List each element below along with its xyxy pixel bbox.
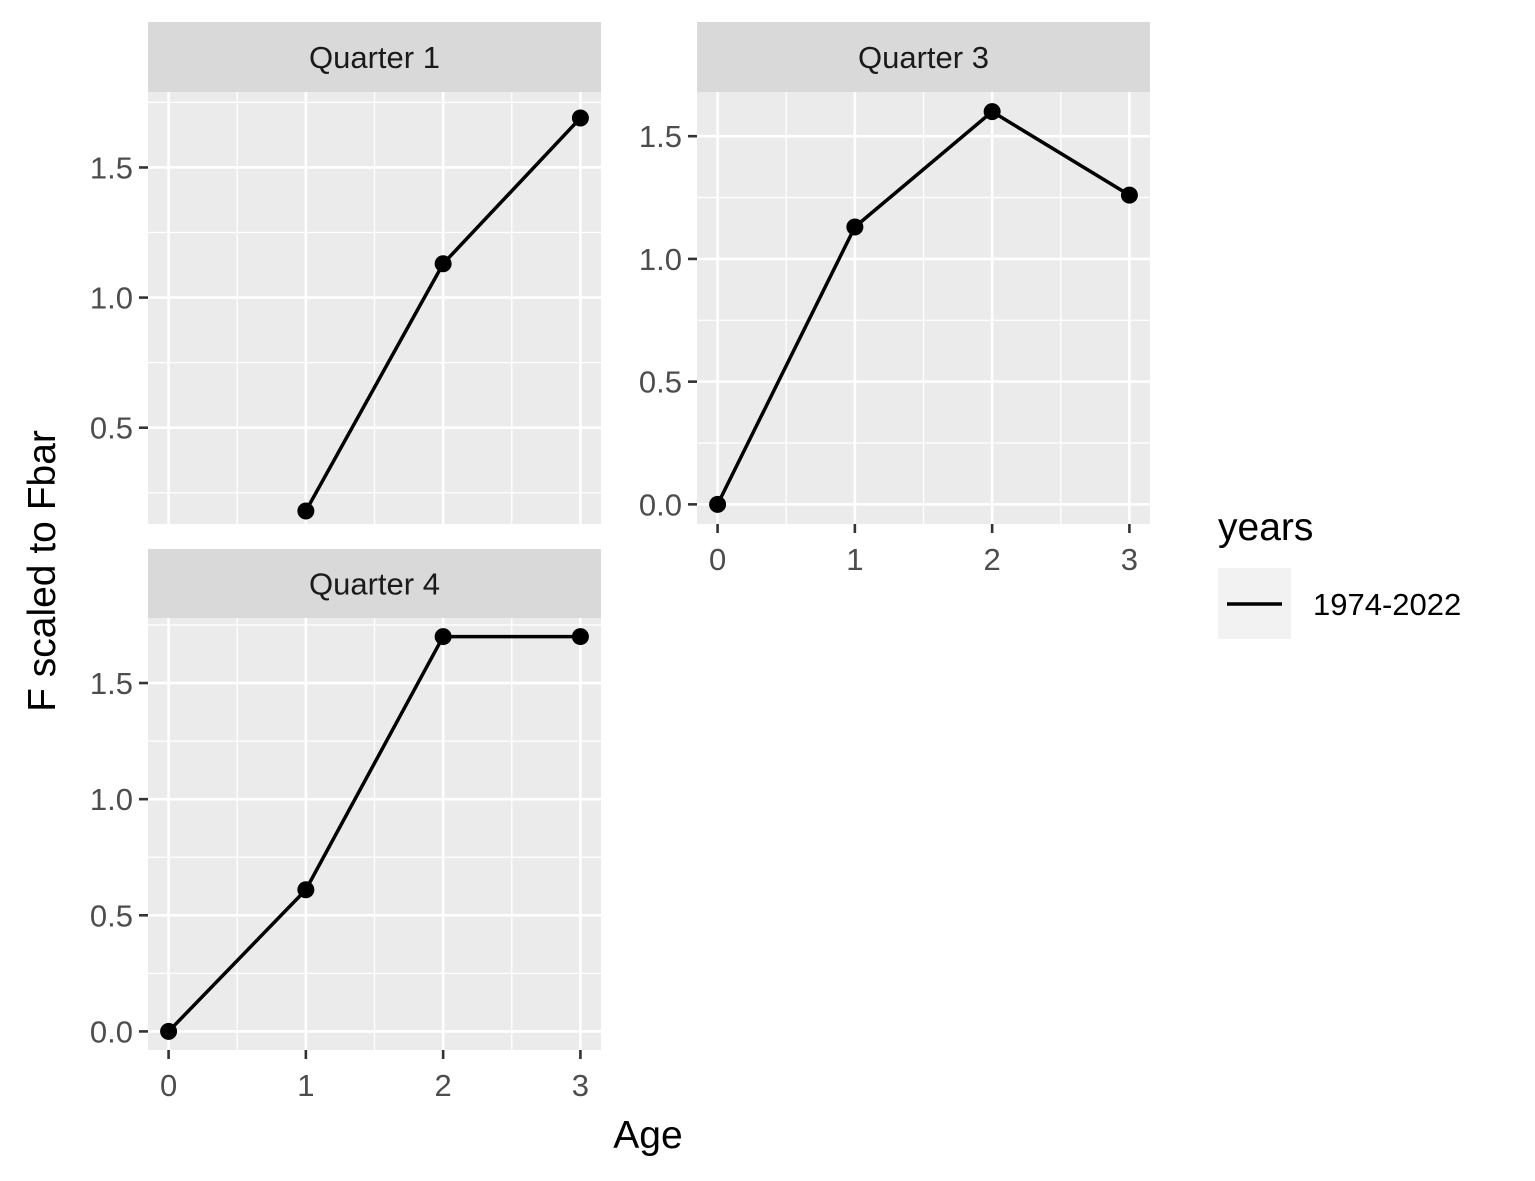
data-point <box>983 103 1001 121</box>
strip-quarter-4 <box>148 549 601 618</box>
y-tick-label: 1.0 <box>639 242 682 277</box>
data-point <box>434 628 452 646</box>
strip-quarter-1 <box>148 22 601 92</box>
y-tick-label: 0.5 <box>639 365 682 400</box>
data-point <box>571 628 589 646</box>
data-point <box>1120 186 1138 204</box>
y-tick-label: 1.5 <box>90 666 133 701</box>
y-tick-label: 0.0 <box>90 1014 133 1049</box>
x-tick-label: 0 <box>160 1068 177 1103</box>
data-point <box>160 1022 178 1040</box>
data-point <box>846 218 864 236</box>
legend-title: years <box>1218 506 1313 549</box>
x-tick-label: 1 <box>846 542 863 577</box>
x-tick-label: 1 <box>297 1068 314 1103</box>
y-tick-label: 1.5 <box>639 119 682 154</box>
series-line <box>716 109 1131 506</box>
data-point <box>297 881 315 899</box>
panel-quarter-3: Quarter 3 0.0 0.5 1.0 1.5 0 1 2 3 <box>639 22 1150 577</box>
strip-title-quarter-1: Quarter 1 <box>309 40 440 75</box>
panel-quarter-1: Quarter 1 0.5 1.0 1.5 <box>90 22 601 524</box>
legend-label: 1974-2022 <box>1313 587 1461 622</box>
data-point <box>297 502 315 520</box>
strip-quarter-3 <box>697 22 1150 92</box>
series-line <box>167 634 581 1033</box>
strip-title-quarter-3: Quarter 3 <box>858 40 989 75</box>
y-tick-label: 0.5 <box>90 898 133 933</box>
y-tick-label: 1.0 <box>90 281 133 316</box>
x-tick-label: 2 <box>984 542 1001 577</box>
x-tick-label: 2 <box>435 1068 452 1103</box>
x-axis-title: Age <box>613 1114 682 1157</box>
data-point <box>434 255 452 273</box>
y-tick-label: 0.0 <box>639 487 682 522</box>
x-tick-label: 0 <box>709 542 726 577</box>
strip-title-quarter-4: Quarter 4 <box>309 567 440 602</box>
legend: years 1974-2022 <box>1218 506 1461 639</box>
panel-quarter-4: Quarter 4 0.0 0.5 1.0 1.5 0 1 2 3 <box>90 549 601 1103</box>
y-tick-label: 0.5 <box>90 411 133 446</box>
y-tick-label: 1.5 <box>90 150 133 185</box>
panels-layer: Quarter 1 0.5 1.0 1.5 Quarter 3 0.0 0.5 1.0 1.5 0… <box>90 22 1150 1103</box>
y-tick-label: 1.0 <box>90 782 133 817</box>
x-tick-label: 3 <box>1121 542 1138 577</box>
data-point <box>571 109 589 127</box>
y-axis-title: F scaled to Fbar <box>21 430 64 712</box>
data-point <box>709 495 727 513</box>
x-tick-label: 3 <box>572 1068 589 1103</box>
